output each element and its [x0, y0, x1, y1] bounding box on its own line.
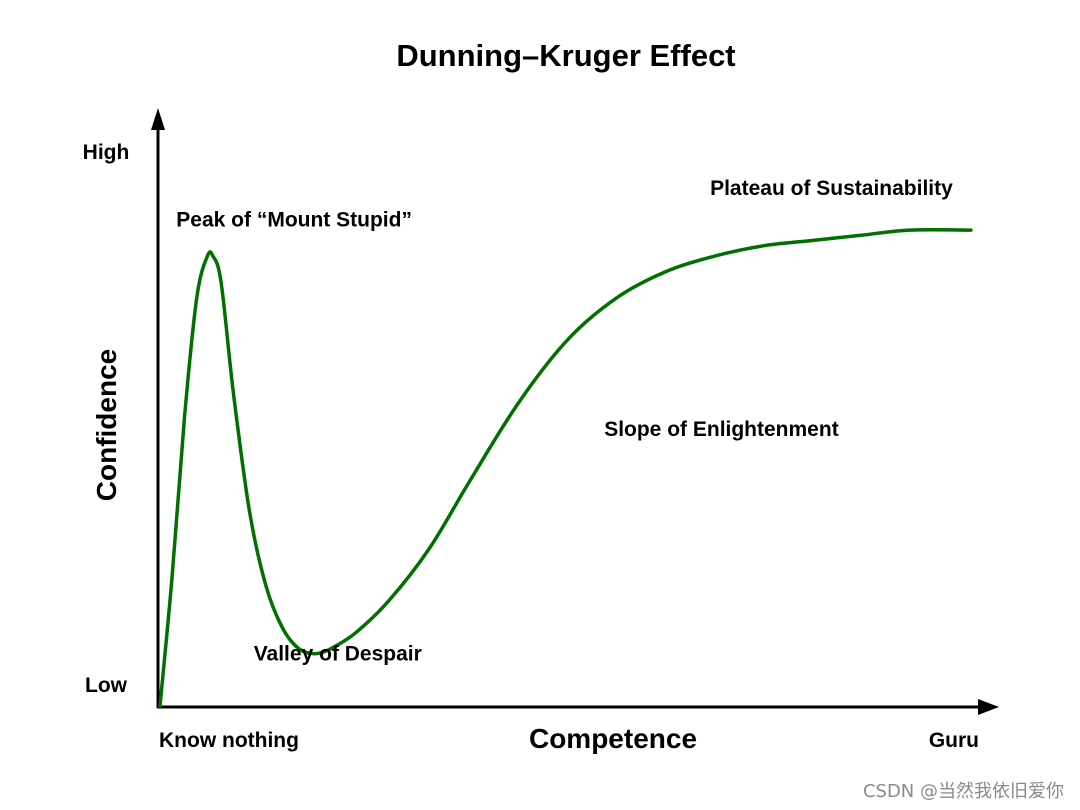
- x-tick-label-know-nothing: Know nothing: [159, 729, 299, 752]
- x-axis-title: Competence: [529, 723, 697, 754]
- annotation-label: Peak of “Mount Stupid”: [176, 209, 412, 232]
- confidence-curve: [158, 227, 973, 708]
- x-tick-label-guru: Guru: [929, 729, 979, 752]
- y-tick-label-low: Low: [85, 674, 128, 697]
- annotation-label: Slope of Enlightenment: [604, 418, 839, 441]
- annotations-group: Peak of “Mount Stupid” Valley of Despair S…: [176, 177, 953, 666]
- y-axis-title: Confidence: [91, 349, 122, 501]
- watermark-text: CSDN @当然我依旧爱你: [863, 781, 1064, 802]
- y-tick-label-high: High: [83, 141, 130, 164]
- annotation-label: Plateau of Sustainability: [710, 177, 953, 200]
- x-axis-arrowhead: [978, 699, 999, 715]
- y-axis-arrowhead: [151, 108, 165, 130]
- annotation-label: Valley of Despair: [254, 643, 422, 666]
- chart-title: Dunning–Kruger Effect: [396, 38, 735, 73]
